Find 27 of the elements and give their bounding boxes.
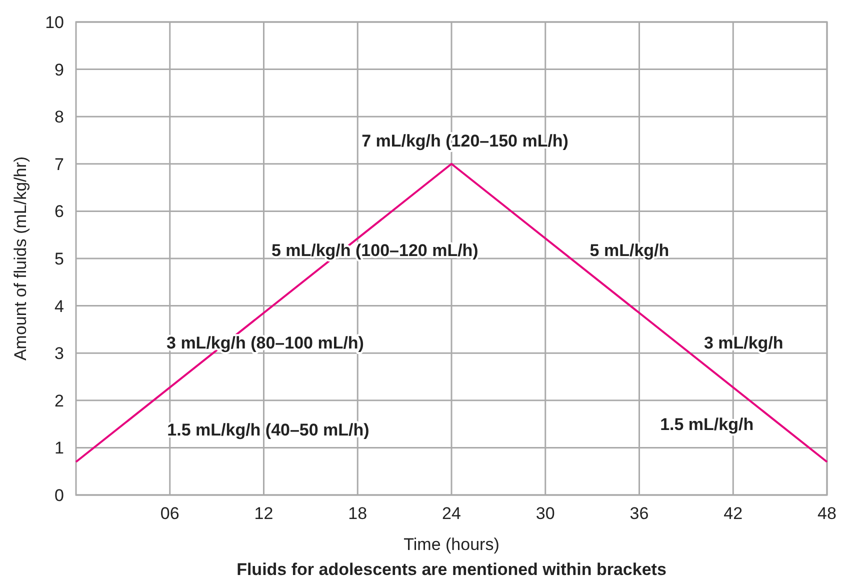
x-tick-label: 30 bbox=[536, 504, 555, 523]
y-tick-label: 10 bbox=[45, 13, 64, 32]
annotation: 1.5 mL/kg/h (40–50 mL/h) bbox=[167, 420, 370, 440]
y-tick-label: 0 bbox=[54, 486, 64, 505]
y-axis-title: Amount of fluids (mL/kg/hr) bbox=[11, 156, 30, 361]
y-tick-label: 1 bbox=[54, 438, 64, 458]
y-tick-label: 4 bbox=[54, 296, 64, 316]
y-tick-label: 3 bbox=[54, 344, 64, 364]
annotation: 3 mL/kg/h bbox=[704, 334, 784, 353]
annotation: 1.5 mL/kg/h bbox=[660, 415, 754, 434]
y-tick-label: 2 bbox=[54, 391, 64, 410]
y-tick-label: 9 bbox=[54, 60, 64, 80]
x-tick-label: 24 bbox=[442, 504, 461, 523]
x-tick-label: 42 bbox=[724, 504, 743, 523]
annotation: 5 mL/kg/h bbox=[590, 240, 670, 260]
x-tick-label: 06 bbox=[160, 504, 180, 523]
y-tick-label: 5 bbox=[54, 250, 64, 268]
x-tick-label: 12 bbox=[254, 504, 274, 523]
x-tick-label: 36 bbox=[630, 504, 649, 523]
x-tick-label: 48 bbox=[818, 504, 836, 523]
y-tick-label: 8 bbox=[54, 108, 64, 127]
annotation: 7 mL/kg/h (120–150 mL/h) bbox=[362, 131, 568, 150]
y-tick-label: 7 bbox=[54, 154, 64, 174]
x-tick-label: 18 bbox=[348, 504, 368, 523]
x-axis-title: Time (hours) bbox=[404, 535, 500, 554]
y-tick-label: 6 bbox=[54, 202, 64, 222]
text: Fluids for adolescents are mentioned within brackets bbox=[236, 560, 666, 579]
